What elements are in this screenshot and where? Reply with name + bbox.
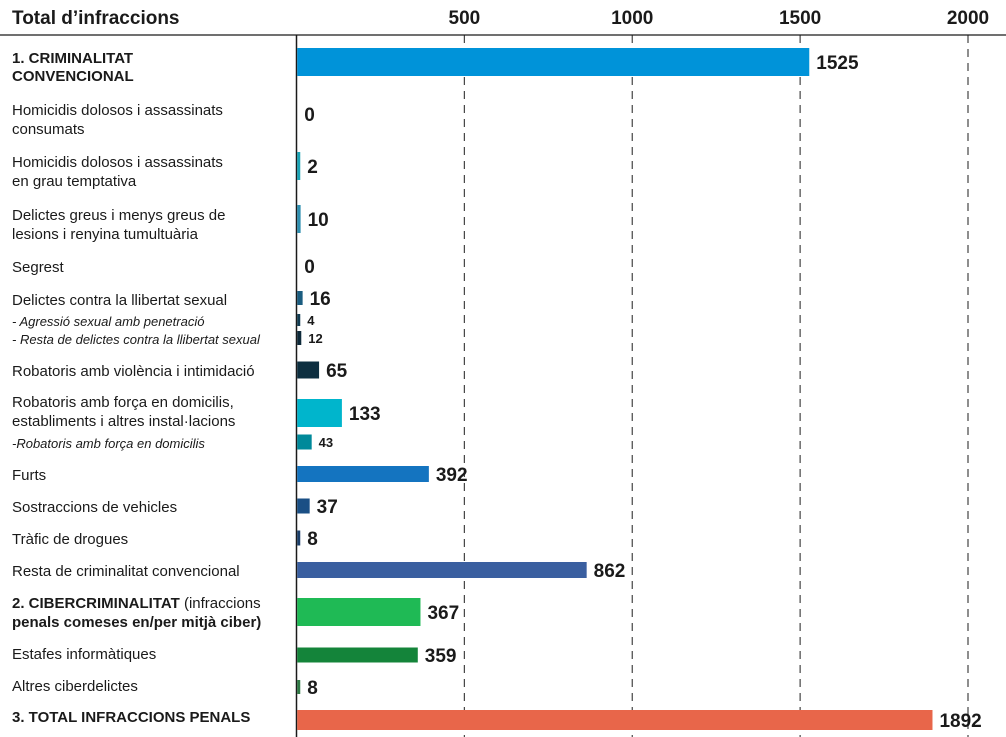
category-label: lesions i renyina tumultuària <box>12 226 199 243</box>
category-label: establiments i altres instal·lacions <box>12 413 235 430</box>
bar <box>297 598 421 626</box>
bar <box>297 48 810 76</box>
value-labels: 1525 0 2 10 0 16 4 12 65 133 43 392 37 8 862 367 359 8 189… <box>304 53 982 732</box>
bar <box>297 710 933 730</box>
category-label: Tràfic de drogues <box>12 531 128 548</box>
category-label: 1. CRIMINALITAT <box>12 50 133 67</box>
category-label: Estafes informàtiques <box>12 646 156 663</box>
category-label: consumats <box>12 121 85 138</box>
tick-labels: 500 1000 1500 2000 <box>449 8 990 29</box>
category-label: - Resta de delictes contra la llibertat … <box>12 332 261 347</box>
value-label: 65 <box>326 361 348 382</box>
value-label: 8 <box>307 678 318 699</box>
category-label-suffix: (infraccions <box>180 595 261 612</box>
tick-label: 500 <box>449 8 481 29</box>
value-label: 12 <box>308 331 322 346</box>
bars <box>297 48 933 730</box>
value-label: 37 <box>317 497 338 518</box>
category-label: Delictes greus i menys greus de <box>12 207 225 224</box>
category-label: Segrest <box>12 259 65 276</box>
category-label: en grau temptativa <box>12 173 137 190</box>
bar <box>297 434 312 450</box>
bar <box>297 466 429 482</box>
bar <box>297 205 301 233</box>
category-label: - Agressió sexual amb penetració <box>12 314 204 329</box>
category-label: Furts <box>12 467 46 484</box>
value-label: 1892 <box>939 711 981 732</box>
category-label: CONVENCIONAL <box>12 68 134 85</box>
category-label: Homicidis dolosos i assassinats <box>12 154 223 171</box>
value-label: 133 <box>349 404 381 425</box>
bar <box>297 399 342 427</box>
category-label: Resta de criminalitat convencional <box>12 563 240 580</box>
value-label: 8 <box>307 529 318 550</box>
tick-label: 1500 <box>779 8 821 29</box>
bar <box>297 647 418 663</box>
value-label: 10 <box>308 210 329 231</box>
value-label: 359 <box>425 646 457 667</box>
category-label: Delictes contra la llibertat sexual <box>12 292 227 309</box>
bar <box>297 291 303 305</box>
chart-title: Total d’infraccions <box>12 8 180 29</box>
tick-label: 1000 <box>611 8 653 29</box>
category-label: 2. CIBERCRIMINALITAT (infraccions <box>12 595 261 612</box>
tick-label: 2000 <box>947 8 989 29</box>
category-label: Homicidis dolosos i assassinats <box>12 102 223 119</box>
bar <box>297 562 587 578</box>
category-label: Sostraccions de vehicles <box>12 499 177 516</box>
category-label: Robatoris amb violència i intimidació <box>12 363 255 380</box>
category-label: Robatoris amb força en domicilis, <box>12 394 234 411</box>
bar <box>297 680 301 694</box>
value-label: 367 <box>427 603 459 624</box>
bar <box>297 331 302 345</box>
bar <box>297 361 320 379</box>
category-label: penals comeses en/per mitjà ciber) <box>12 614 261 631</box>
bar <box>297 152 301 180</box>
grid-lines <box>463 35 969 737</box>
category-label: Altres ciberdelictes <box>12 678 138 695</box>
value-label: 2 <box>307 157 318 178</box>
value-label: 1525 <box>816 53 859 74</box>
value-label: 43 <box>319 435 333 450</box>
value-label: 862 <box>594 561 626 582</box>
value-label: 4 <box>307 313 315 328</box>
value-label: 0 <box>304 257 315 278</box>
bar <box>297 498 310 514</box>
value-label: 0 <box>304 105 315 126</box>
value-label: 392 <box>436 465 468 486</box>
category-label: 3. TOTAL INFRACCIONS PENALS <box>12 709 250 726</box>
bar <box>297 530 301 546</box>
value-label: 16 <box>310 289 331 310</box>
bar <box>297 314 301 326</box>
category-label: -Robatoris amb força en domicilis <box>12 436 205 451</box>
